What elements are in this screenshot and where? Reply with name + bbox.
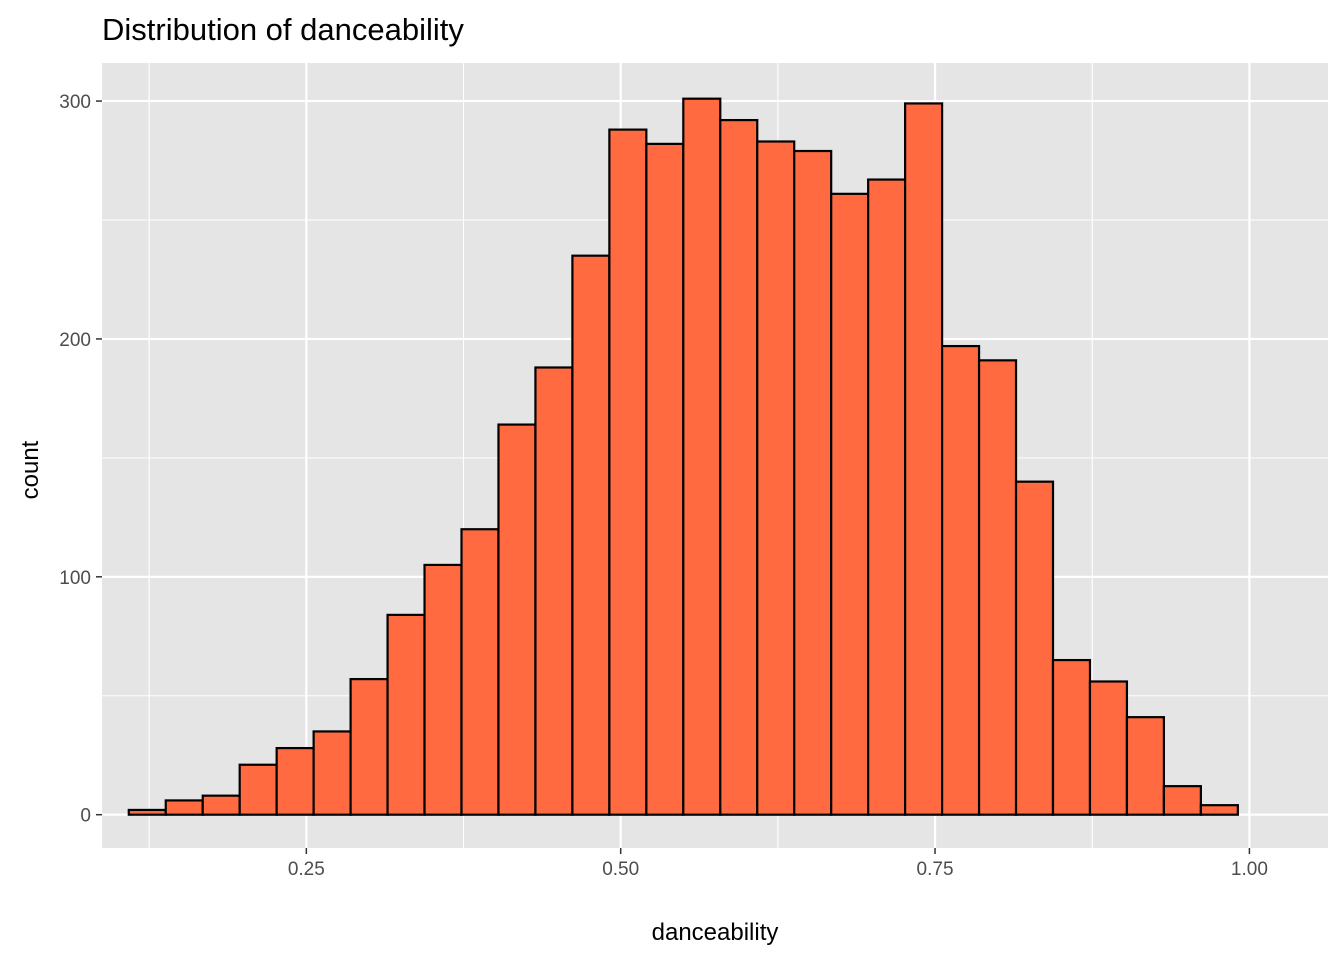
histogram-bar [238,763,278,816]
y-axis-title: count [17,440,44,499]
histogram-bar [423,563,463,816]
histogram-bar [793,149,833,816]
chart-title: Distribution of danceability [102,12,464,47]
y-tick-label: 200 [59,330,91,351]
histogram-bar [756,140,796,816]
histogram-bar [164,799,204,816]
histogram-bar [1199,804,1239,816]
histogram-bar [682,97,722,816]
histogram-bar [1162,785,1202,816]
histogram-bar [1051,658,1092,816]
histogram-bars [127,97,1239,816]
y-axis: 0 100 200 300 [59,92,102,827]
histogram-bar [534,366,574,816]
x-tick-label: 1.00 [1231,859,1268,880]
histogram-bar [608,128,648,816]
histogram-bar [977,359,1018,816]
histogram-bar [904,102,944,816]
histogram-bar [201,794,241,816]
histogram-bar [645,142,685,816]
histogram-bar [830,192,870,816]
histogram-bar [460,528,500,816]
y-tick-label: 0 [80,806,91,827]
histogram-bar [940,344,981,816]
histogram-bar [312,730,352,816]
histogram-bar [127,808,167,816]
histogram-bar [571,254,611,816]
histogram-bar [386,613,426,816]
histogram-bar [719,118,759,816]
y-tick-label: 300 [59,92,91,113]
histogram-bar [497,423,537,816]
x-tick-label: 0.75 [917,859,954,880]
histogram-bar [1088,680,1129,816]
histogram-bar [867,178,907,816]
histogram-bar [349,678,389,816]
histogram-bar [275,746,315,816]
x-axis: 0.25 0.50 0.75 1.00 [288,848,1268,880]
x-tick-label: 0.50 [602,859,639,880]
y-tick-label: 100 [59,568,91,589]
histogram-bar [1125,716,1166,816]
x-tick-label: 0.25 [288,859,325,880]
x-axis-title: danceability [652,919,779,946]
histogram-bar [1014,480,1055,816]
